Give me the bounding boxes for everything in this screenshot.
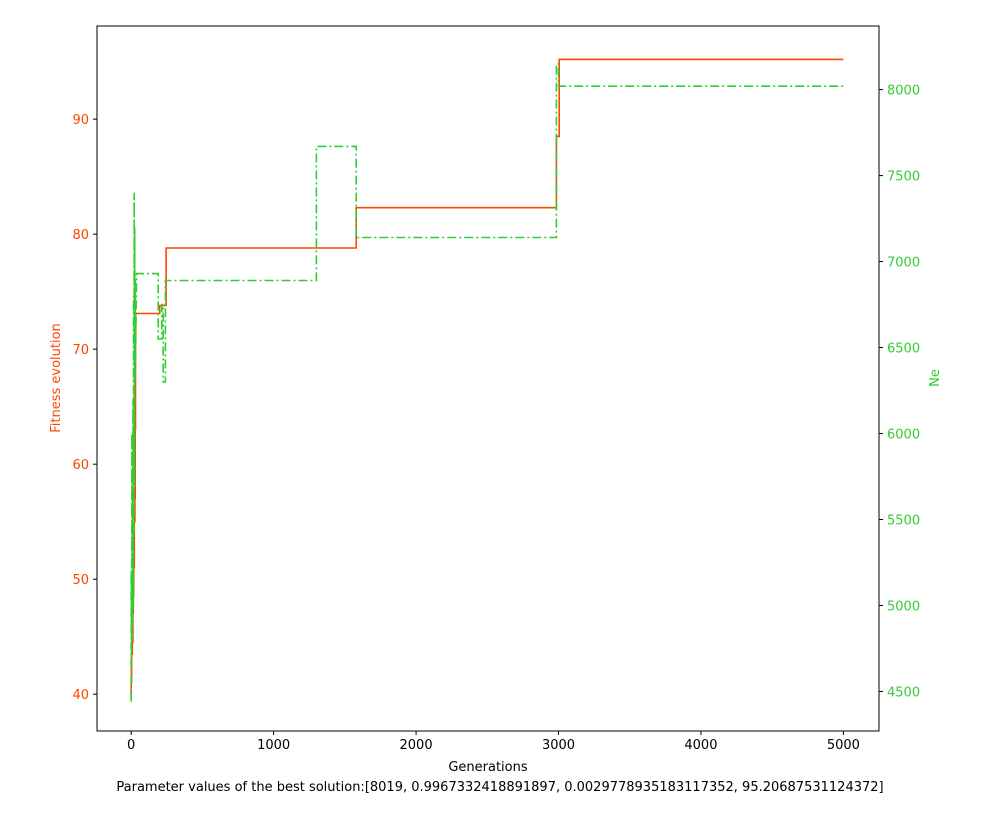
- left-y-tick-label: 90: [72, 113, 89, 128]
- x-axis: 0 1000 2000 3000 4000 5000: [127, 731, 860, 753]
- right-y-axis-label: Ne: [928, 369, 943, 387]
- right-y-tick-label: 8000: [887, 84, 920, 99]
- left-y-axis: 40 50 60 70 80 90: [72, 113, 97, 703]
- left-y-tick-label: 60: [72, 458, 89, 473]
- left-y-axis-label: Fitness evolution: [49, 323, 64, 433]
- right-y-tick-label: 5500: [887, 514, 920, 529]
- left-y-tick-label: 70: [72, 343, 89, 358]
- right-y-tick-label: 7500: [887, 170, 920, 185]
- right-y-tick-label: 6000: [887, 428, 920, 443]
- ne-line: [130, 63, 844, 702]
- series-layer: [130, 58, 844, 702]
- x-tick-label: 2000: [400, 738, 433, 753]
- x-axis-label: Generations: [448, 760, 528, 775]
- x-tick-label: 5000: [827, 738, 860, 753]
- left-y-tick-label: 80: [72, 228, 89, 243]
- left-y-tick-label: 40: [72, 688, 89, 703]
- right-y-tick-label: 5000: [887, 599, 920, 614]
- x-tick-label: 4000: [684, 738, 717, 753]
- x-tick-label: 0: [127, 738, 135, 753]
- x-tick-label: 1000: [257, 738, 290, 753]
- plot-frame: [96, 25, 880, 732]
- fitness-evolution-line: [130, 58, 844, 700]
- right-y-axis: 4500 5000 5500 6000 6500 7000 7500 8000: [879, 84, 920, 700]
- right-y-tick-label: 4500: [887, 685, 920, 700]
- right-y-tick-label: 6500: [887, 342, 920, 357]
- x-tick-label: 3000: [542, 738, 575, 753]
- left-y-tick-label: 50: [72, 573, 89, 588]
- caption: Parameter values of the best solution:[8…: [116, 780, 883, 795]
- right-y-tick-label: 7000: [887, 256, 920, 271]
